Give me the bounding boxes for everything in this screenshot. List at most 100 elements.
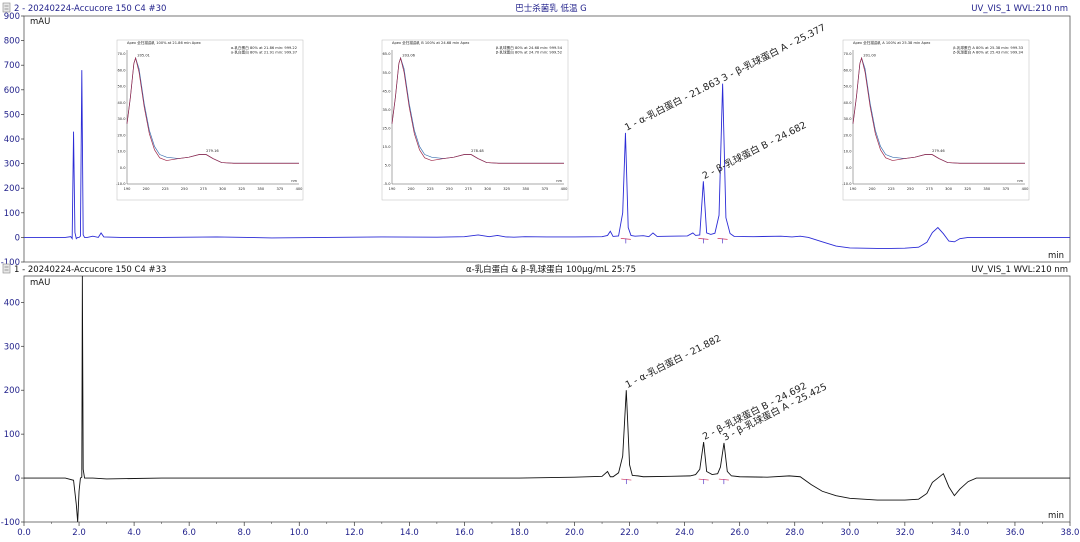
- inset-x-tick-label: 325: [964, 187, 971, 191]
- inset-x-tick-label: 250: [907, 187, 915, 191]
- y-tick-label: 0: [15, 474, 20, 484]
- inset-legend-item: β-乳球蛋白 80% at 24.70 min: 999.52: [496, 50, 562, 55]
- inset-x-tick-label: 190: [124, 187, 132, 191]
- inset-y-tick-label: 30.0: [843, 117, 852, 121]
- bottom-chromatogram-icon[interactable]: [2, 263, 11, 274]
- inset-legend-item: β-乳球蛋白 80% at 24.68 min: 999.54: [496, 45, 563, 50]
- x-tick-label: 18.0: [510, 528, 529, 538]
- y-tick-label: 200: [4, 386, 20, 396]
- bottom-header-left: 1 - 20240224-Accucore 150 C4 #33: [14, 265, 166, 275]
- top-peak-markers: [620, 238, 728, 244]
- x-tick-label: 6.0: [182, 528, 196, 538]
- top-y-axis: -100 0 100 200 300 400 500 600 700 800 900: [1, 12, 24, 268]
- bottom-header-right: UV_VIS_1 WVL:210 nm: [971, 265, 1068, 275]
- inset-x-tick-label: 275: [926, 187, 933, 191]
- y-tick-label: 300: [4, 342, 20, 352]
- inset-spectrum-line: [391, 56, 564, 164]
- x-tick-label: 4.0: [127, 528, 141, 538]
- inset-y-tick-label: 50.0: [843, 85, 852, 89]
- y-tick-label: 100: [4, 209, 20, 219]
- top-x-unit: min: [1048, 251, 1064, 261]
- inset-x-tick-label: 375: [1002, 187, 1009, 191]
- x-tick-label: 14.0: [400, 528, 419, 538]
- uv-spectrum-insets: Apex 全扫描曲乳 100% at 21.86 min Apex α-乳白蛋白 …: [116, 39, 1030, 201]
- inset-x-tick-label: 325: [238, 187, 245, 191]
- y-tick-label: 600: [4, 86, 20, 96]
- y-tick-label: 800: [4, 37, 20, 47]
- bottom-x-unit: min: [1048, 511, 1064, 521]
- inset-x-tick-label: 200: [408, 187, 416, 191]
- inset-apex-label: 203.06: [402, 54, 415, 58]
- x-tick-label: 34.0: [950, 528, 969, 538]
- inset-y-tick-label: 0.0: [846, 166, 852, 170]
- inset-minor-label: 278.48: [471, 149, 484, 153]
- inset-x-tick-label: 375: [541, 187, 548, 191]
- inset-y-tick-label: -10.0: [116, 182, 126, 186]
- inset-y-tick-label: 10.0: [117, 150, 126, 154]
- inset-x-tick-label: 350: [983, 187, 991, 191]
- x-tick-label: 38.0: [1061, 528, 1080, 538]
- y-tick-label: 400: [4, 135, 20, 145]
- top-header-left: 2 - 20240224-Accucore 150 C4 #30: [14, 4, 166, 14]
- inset-header: Apex 全扫描曲乳 B 100% at 24.68 min Apex: [392, 40, 470, 45]
- inset-y-tick-label: 70.0: [843, 52, 852, 56]
- inset-y-tick-label: 50.0: [117, 85, 126, 89]
- inset-y-tick-label: 60.0: [843, 68, 852, 72]
- x-tick-label: 8.0: [237, 528, 251, 538]
- bottom-y-unit: mAU: [30, 278, 50, 288]
- inset-y-tick-label: 60.0: [117, 68, 126, 72]
- inset-y-tick-label: 65.0: [382, 52, 391, 56]
- inset-header: Apex 全扫描曲乳 100% at 21.86 min Apex: [127, 40, 202, 45]
- inset-x-unit: nm: [556, 179, 562, 183]
- inset-header: Apex 全扫描曲乳 A 100% at 25.38 min Apex: [853, 40, 931, 45]
- top-chromatogram-icon[interactable]: [2, 2, 11, 13]
- y-tick-label: 400: [4, 298, 20, 308]
- bottom-chromatogram-panel: 1 - 20240224-Accucore 150 C4 #33 α-乳白蛋白 …: [1, 263, 1071, 528]
- inset-x-tick-label: 400: [296, 187, 304, 191]
- x-tick-label: 24.0: [675, 528, 694, 538]
- inset-y-tick-label: 40.0: [843, 101, 852, 105]
- bottom-peak-markers: [621, 478, 729, 485]
- uv-spectrum-inset: Apex 全扫描曲乳 A 100% at 25.38 min Apex β-乳球蛋…: [842, 39, 1030, 201]
- inset-x-tick-label: 250: [446, 187, 454, 191]
- inset-x-unit: nm: [1017, 179, 1023, 183]
- inset-x-tick-label: 275: [465, 187, 472, 191]
- x-tick-label: 36.0: [1005, 528, 1024, 538]
- inset-y-tick-label: 20.0: [843, 133, 852, 137]
- inset-y-tick-label: 55.0: [382, 71, 391, 75]
- inset-y-tick-label: -10.0: [842, 182, 852, 186]
- x-tick-label: 26.0: [730, 528, 749, 538]
- inset-legend-item: α-乳白蛋白 80% at 21.86 min: 999.22: [231, 45, 297, 50]
- inset-y-tick-label: 10.0: [843, 150, 852, 154]
- inset-x-tick-label: 275: [200, 187, 207, 191]
- bottom-y-axis: -100 0 100 200 300 400: [1, 298, 24, 528]
- x-tick-label: 12.0: [345, 528, 364, 538]
- x-tick-label: 10.0: [290, 528, 309, 538]
- y-tick-label: 0: [15, 233, 20, 243]
- inset-x-unit: nm: [291, 179, 297, 183]
- inset-y-tick-label: 45.0: [382, 89, 391, 93]
- inset-frame: [116, 39, 304, 201]
- inset-y-tick-label: 70.0: [117, 52, 126, 56]
- inset-x-tick-label: 190: [850, 187, 858, 191]
- inset-minor-label: 279.16: [206, 149, 219, 153]
- x-tick-label: 22.0: [620, 528, 639, 538]
- inset-y-tick-label: 30.0: [117, 117, 126, 121]
- inset-x-tick-label: 350: [257, 187, 265, 191]
- inset-frame: [381, 39, 569, 201]
- inset-apex-label: 205.01: [137, 54, 150, 58]
- x-tick-label: 30.0: [840, 528, 859, 538]
- inset-y-tick-label: 20.0: [117, 133, 126, 137]
- inset-x-tick-label: 300: [945, 187, 953, 191]
- uv-spectrum-inset: Apex 全扫描曲乳 B 100% at 24.68 min Apex β-乳球蛋…: [381, 39, 569, 201]
- inset-minor-label: 279.46: [932, 149, 945, 153]
- inset-x-tick-label: 300: [484, 187, 492, 191]
- bottom-series-line: [24, 275, 1070, 523]
- top-chart-title: 巴士杀菌乳 低温 G: [515, 3, 587, 14]
- inset-x-tick-label: 225: [888, 187, 895, 191]
- inset-x-tick-label: 250: [181, 187, 189, 191]
- inset-y-tick-label: 25.0: [382, 126, 391, 130]
- inset-x-tick-label: 200: [869, 187, 877, 191]
- inset-x-tick-label: 375: [276, 187, 283, 191]
- inset-x-tick-label: 400: [561, 187, 569, 191]
